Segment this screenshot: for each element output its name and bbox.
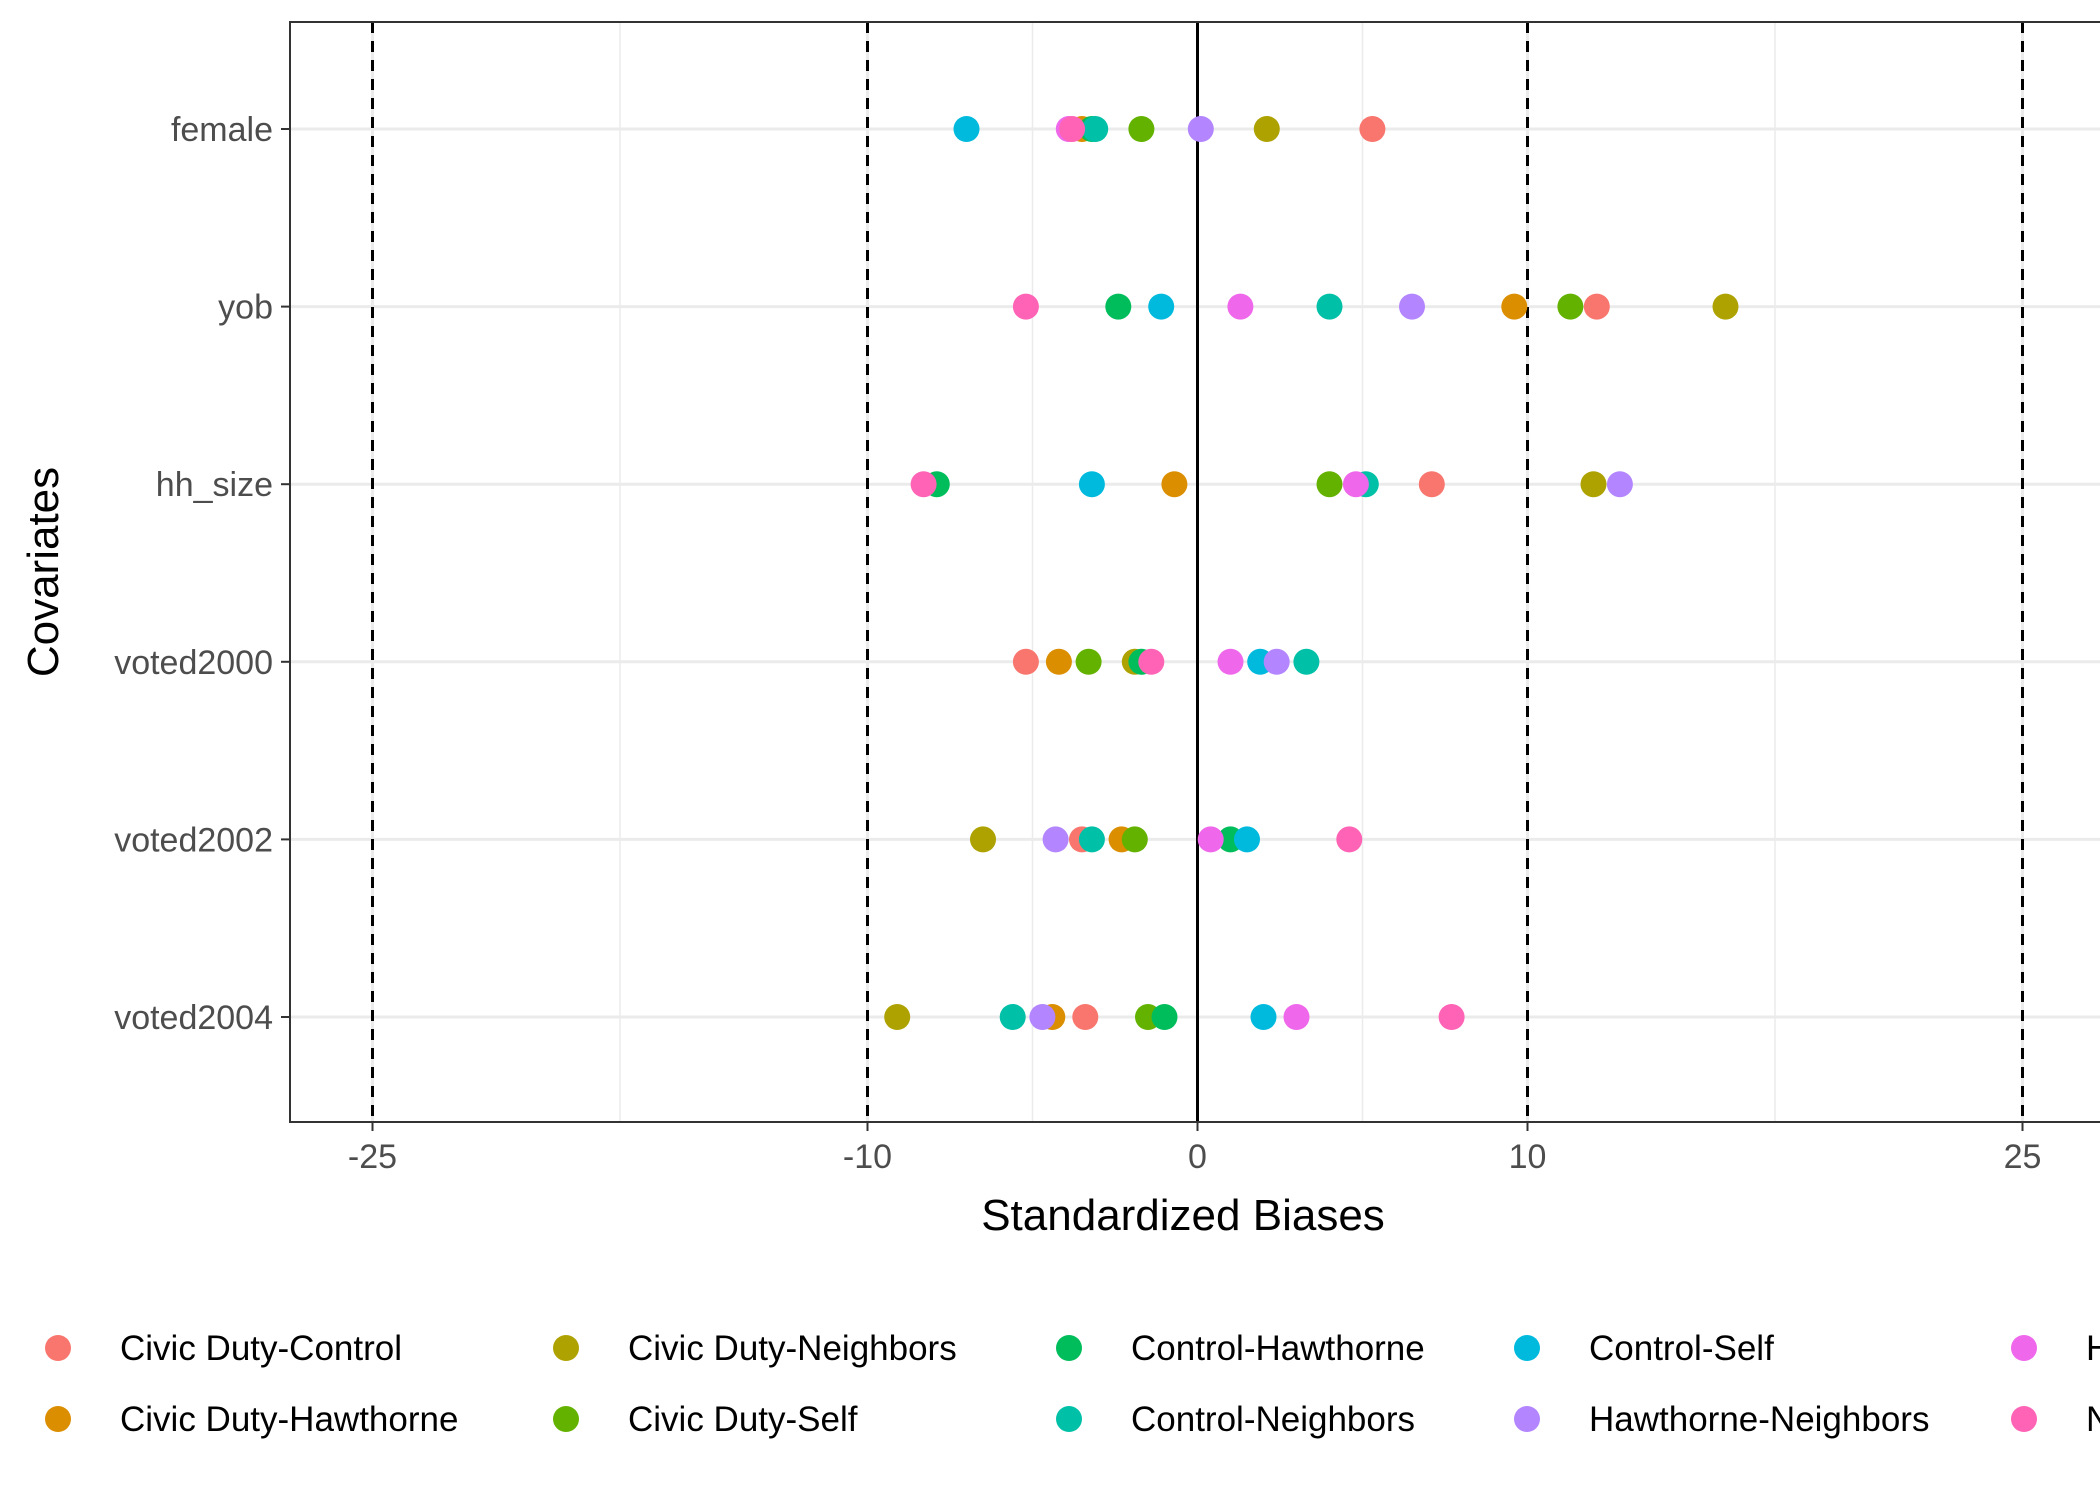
y-tick-label: voted2000 [114, 644, 273, 682]
legend-key [45, 1406, 71, 1432]
panel-background [290, 22, 2100, 1122]
legend-key [1056, 1335, 1082, 1361]
legend-key [45, 1335, 71, 1361]
data-points [884, 116, 1739, 1030]
legend-label: Civic Duty-Neighbors [628, 1329, 957, 1368]
axes-layer: -25 -10 0 10 25 female yob hh_size voted2000 vote… [114, 111, 2041, 1176]
data-point [1283, 1004, 1310, 1030]
data-point [1336, 826, 1363, 853]
y-tick-label: hh_size [156, 466, 273, 504]
data-point [1580, 471, 1607, 498]
data-point [1606, 471, 1633, 498]
data-point [1161, 471, 1188, 498]
data-point [1342, 471, 1369, 498]
x-tick-label: 25 [2004, 1138, 2042, 1176]
legend-label: Control-Neighbors [1131, 1400, 1415, 1439]
data-point [1029, 1004, 1056, 1030]
legend-item: Civic Duty-Self [553, 1400, 858, 1439]
legend: Civic Duty-Control Civic Duty-Hawthorne Ci… [45, 1329, 2100, 1439]
reference-lines [371, 22, 2024, 1122]
data-point [1042, 826, 1069, 853]
data-point [1316, 471, 1343, 498]
grid-layer [290, 22, 2100, 1122]
data-point [1045, 648, 1072, 675]
legend-label: Hawthorne-Neighbors [1589, 1400, 1929, 1439]
legend-label: Civic Duty-Control [120, 1329, 402, 1368]
data-point [1399, 293, 1425, 320]
legend-key [553, 1406, 579, 1432]
data-point [1059, 116, 1086, 142]
legend-item: Control-Self [1514, 1329, 1774, 1368]
y-tick-label: yob [218, 289, 273, 327]
data-point [1418, 471, 1445, 498]
legend-label: H [2086, 1329, 2100, 1368]
legend-item: Control-Hawthorne [1056, 1329, 1425, 1368]
data-point [1197, 826, 1224, 853]
data-point [1557, 293, 1584, 320]
x-tick-label: -10 [843, 1138, 892, 1176]
y-tick-label: female [171, 111, 273, 149]
data-point [1501, 293, 1528, 320]
data-point [1253, 116, 1280, 142]
data-point [1082, 116, 1109, 142]
legend-item: Hawthorne-Neighbors [1514, 1400, 1929, 1439]
data-point [970, 826, 996, 853]
data-point [1227, 293, 1254, 320]
legend-item: Civic Duty-Hawthorne [45, 1400, 458, 1439]
legend-key [1514, 1406, 1540, 1432]
data-point [1012, 293, 1039, 320]
data-point [1250, 1004, 1277, 1030]
x-tick-label: 0 [1188, 1138, 1207, 1176]
data-point [910, 471, 937, 498]
legend-key [1514, 1335, 1540, 1361]
data-point [1128, 116, 1155, 142]
y-tick-label: voted2002 [114, 821, 273, 859]
legend-key [2011, 1406, 2037, 1432]
y-axis-title: Covariates [19, 467, 68, 677]
legend-item: Civic Duty-Neighbors [553, 1329, 957, 1368]
legend-item: H [2011, 1329, 2100, 1368]
data-point [1217, 648, 1244, 675]
legend-label: N [2086, 1400, 2100, 1439]
data-point [1105, 293, 1132, 320]
data-point [1078, 826, 1105, 853]
data-point [1187, 116, 1214, 142]
data-point [1138, 648, 1165, 675]
legend-label: Control-Hawthorne [1131, 1329, 1425, 1368]
data-point [953, 116, 980, 142]
legend-key [553, 1335, 579, 1361]
data-point [1583, 293, 1610, 320]
legend-key [1056, 1406, 1082, 1432]
legend-item: Civic Duty-Control [45, 1329, 402, 1368]
data-point [1316, 293, 1343, 320]
data-point [1359, 116, 1386, 142]
data-point [1151, 1004, 1178, 1030]
data-point [1148, 293, 1175, 320]
legend-label: Control-Self [1589, 1329, 1774, 1368]
x-axis-title: Standardized Biases [981, 1191, 1385, 1240]
data-point [1234, 826, 1260, 853]
data-point [1263, 648, 1290, 675]
legend-label: Civic Duty-Hawthorne [120, 1400, 458, 1439]
legend-item: Control-Neighbors [1056, 1400, 1415, 1439]
data-point [1012, 648, 1039, 675]
data-point [1712, 293, 1739, 320]
data-point [884, 1004, 911, 1030]
data-point [1121, 826, 1148, 853]
data-point [999, 1004, 1026, 1030]
legend-label: Civic Duty-Self [628, 1400, 858, 1439]
data-point [1438, 1004, 1465, 1030]
legend-key [2011, 1335, 2037, 1361]
data-point [1075, 648, 1102, 675]
x-tick-label: -25 [348, 1138, 397, 1176]
x-tick-label: 10 [1509, 1138, 1547, 1176]
data-point [1072, 1004, 1099, 1030]
legend-item: N [2011, 1400, 2100, 1439]
data-point [1293, 648, 1320, 675]
y-tick-label: voted2004 [114, 999, 273, 1037]
data-point [1078, 471, 1105, 498]
